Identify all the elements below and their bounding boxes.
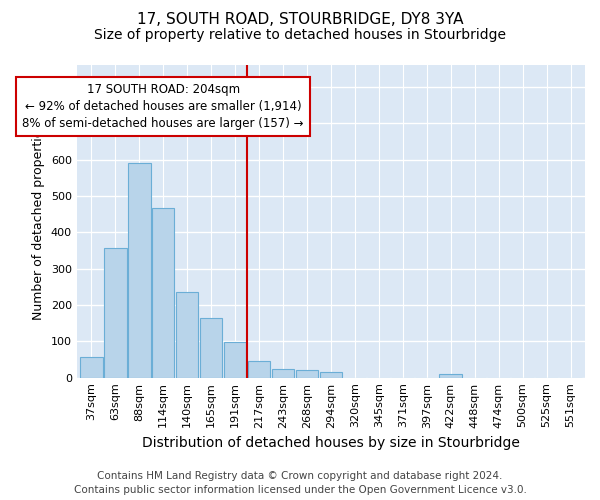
Bar [200,318,223,378]
Text: Contains HM Land Registry data © Crown copyright and database right 2024.
Contai: Contains HM Land Registry data © Crown c… [74,471,526,495]
Bar [152,208,175,378]
Bar [176,292,199,378]
Bar [224,342,247,378]
Bar [296,370,319,378]
X-axis label: Distribution of detached houses by size in Stourbridge: Distribution of detached houses by size … [142,436,520,450]
Text: Size of property relative to detached houses in Stourbridge: Size of property relative to detached ho… [94,28,506,42]
Text: 17 SOUTH ROAD: 204sqm
← 92% of detached houses are smaller (1,914)
8% of semi-de: 17 SOUTH ROAD: 204sqm ← 92% of detached … [22,83,304,130]
Bar [80,357,103,378]
Bar [248,360,271,378]
Bar [104,248,127,378]
Bar [320,372,342,378]
Bar [128,163,151,378]
Bar [272,368,295,378]
Bar [439,374,462,378]
Y-axis label: Number of detached properties: Number of detached properties [32,123,45,320]
Text: 17, SOUTH ROAD, STOURBRIDGE, DY8 3YA: 17, SOUTH ROAD, STOURBRIDGE, DY8 3YA [137,12,463,28]
